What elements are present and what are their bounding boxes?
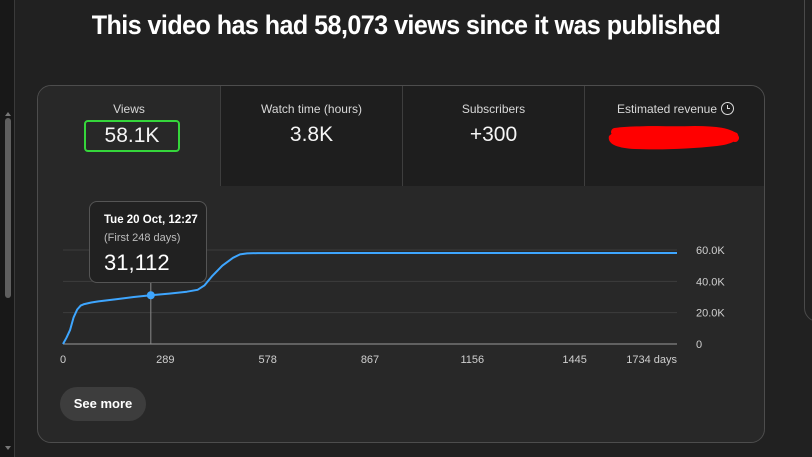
redaction-scribble <box>608 125 739 150</box>
scroll-down-arrow-icon[interactable] <box>5 446 11 450</box>
metric-label-text: Estimated revenue <box>616 102 718 116</box>
series-line <box>62 252 677 345</box>
metric-value: 3.8K <box>289 123 334 146</box>
metric-value: +300 <box>469 123 518 146</box>
metric-tab-estimated-revenue[interactable]: Estimated revenue <box>584 86 764 186</box>
y-tick-label: 40.0K <box>696 276 725 288</box>
x-tick-label: 578 <box>258 354 276 366</box>
metric-tab-watch-time[interactable]: Watch time (hours) 3.8K <box>220 86 402 186</box>
tooltip-date: Tue 20 Oct, 12:27 <box>104 214 198 226</box>
tooltip-subtitle: (First 248 days) <box>104 232 181 244</box>
metric-tab-views[interactable]: Views 58.1K <box>38 86 220 186</box>
y-tick-label: 60.0K <box>696 245 725 257</box>
clock-icon <box>721 102 735 115</box>
metric-value: 58.1K <box>84 120 180 152</box>
metric-label: Views <box>113 102 145 116</box>
views-line-chart[interactable]: 0 20.0K 40.0K 60.0K 0 289 578 867 1156 1445 1734 d… <box>38 186 765 386</box>
metric-label: Watch time (hours) <box>261 102 362 116</box>
x-tick-label: 1734 days <box>626 354 677 366</box>
tooltip-value: 31,112 <box>104 250 170 275</box>
metric-tab-subscribers[interactable]: Subscribers +300 <box>402 86 584 186</box>
see-more-button[interactable]: See more <box>60 387 146 421</box>
right-panel-edge <box>804 0 812 322</box>
x-tick-label: 1156 <box>461 354 485 366</box>
x-tick-label: 289 <box>156 354 174 366</box>
y-tick-label: 0 <box>696 339 702 351</box>
metric-tabs: Views 58.1K Watch time (hours) 3.8K Subs… <box>38 86 764 186</box>
hover-point <box>146 291 155 300</box>
x-tick-label: 0 <box>60 354 66 366</box>
analytics-card: Views 58.1K Watch time (hours) 3.8K Subs… <box>37 85 765 443</box>
metric-label: Estimated revenue <box>585 102 764 116</box>
page-headline: This video has had 58,073 views since it… <box>91 10 721 40</box>
metric-label: Subscribers <box>461 102 526 116</box>
scrollbar-thumb[interactable] <box>5 118 11 298</box>
y-tick-label: 20.0K <box>696 308 725 320</box>
left-scrollbar[interactable] <box>0 0 15 457</box>
chart-tooltip: Tue 20 Oct, 12:27 (First 248 days) 31,11… <box>89 201 207 283</box>
x-tick-label: 1445 <box>562 354 586 366</box>
scroll-up-arrow-icon[interactable] <box>5 112 11 116</box>
x-tick-label: 867 <box>361 354 379 366</box>
